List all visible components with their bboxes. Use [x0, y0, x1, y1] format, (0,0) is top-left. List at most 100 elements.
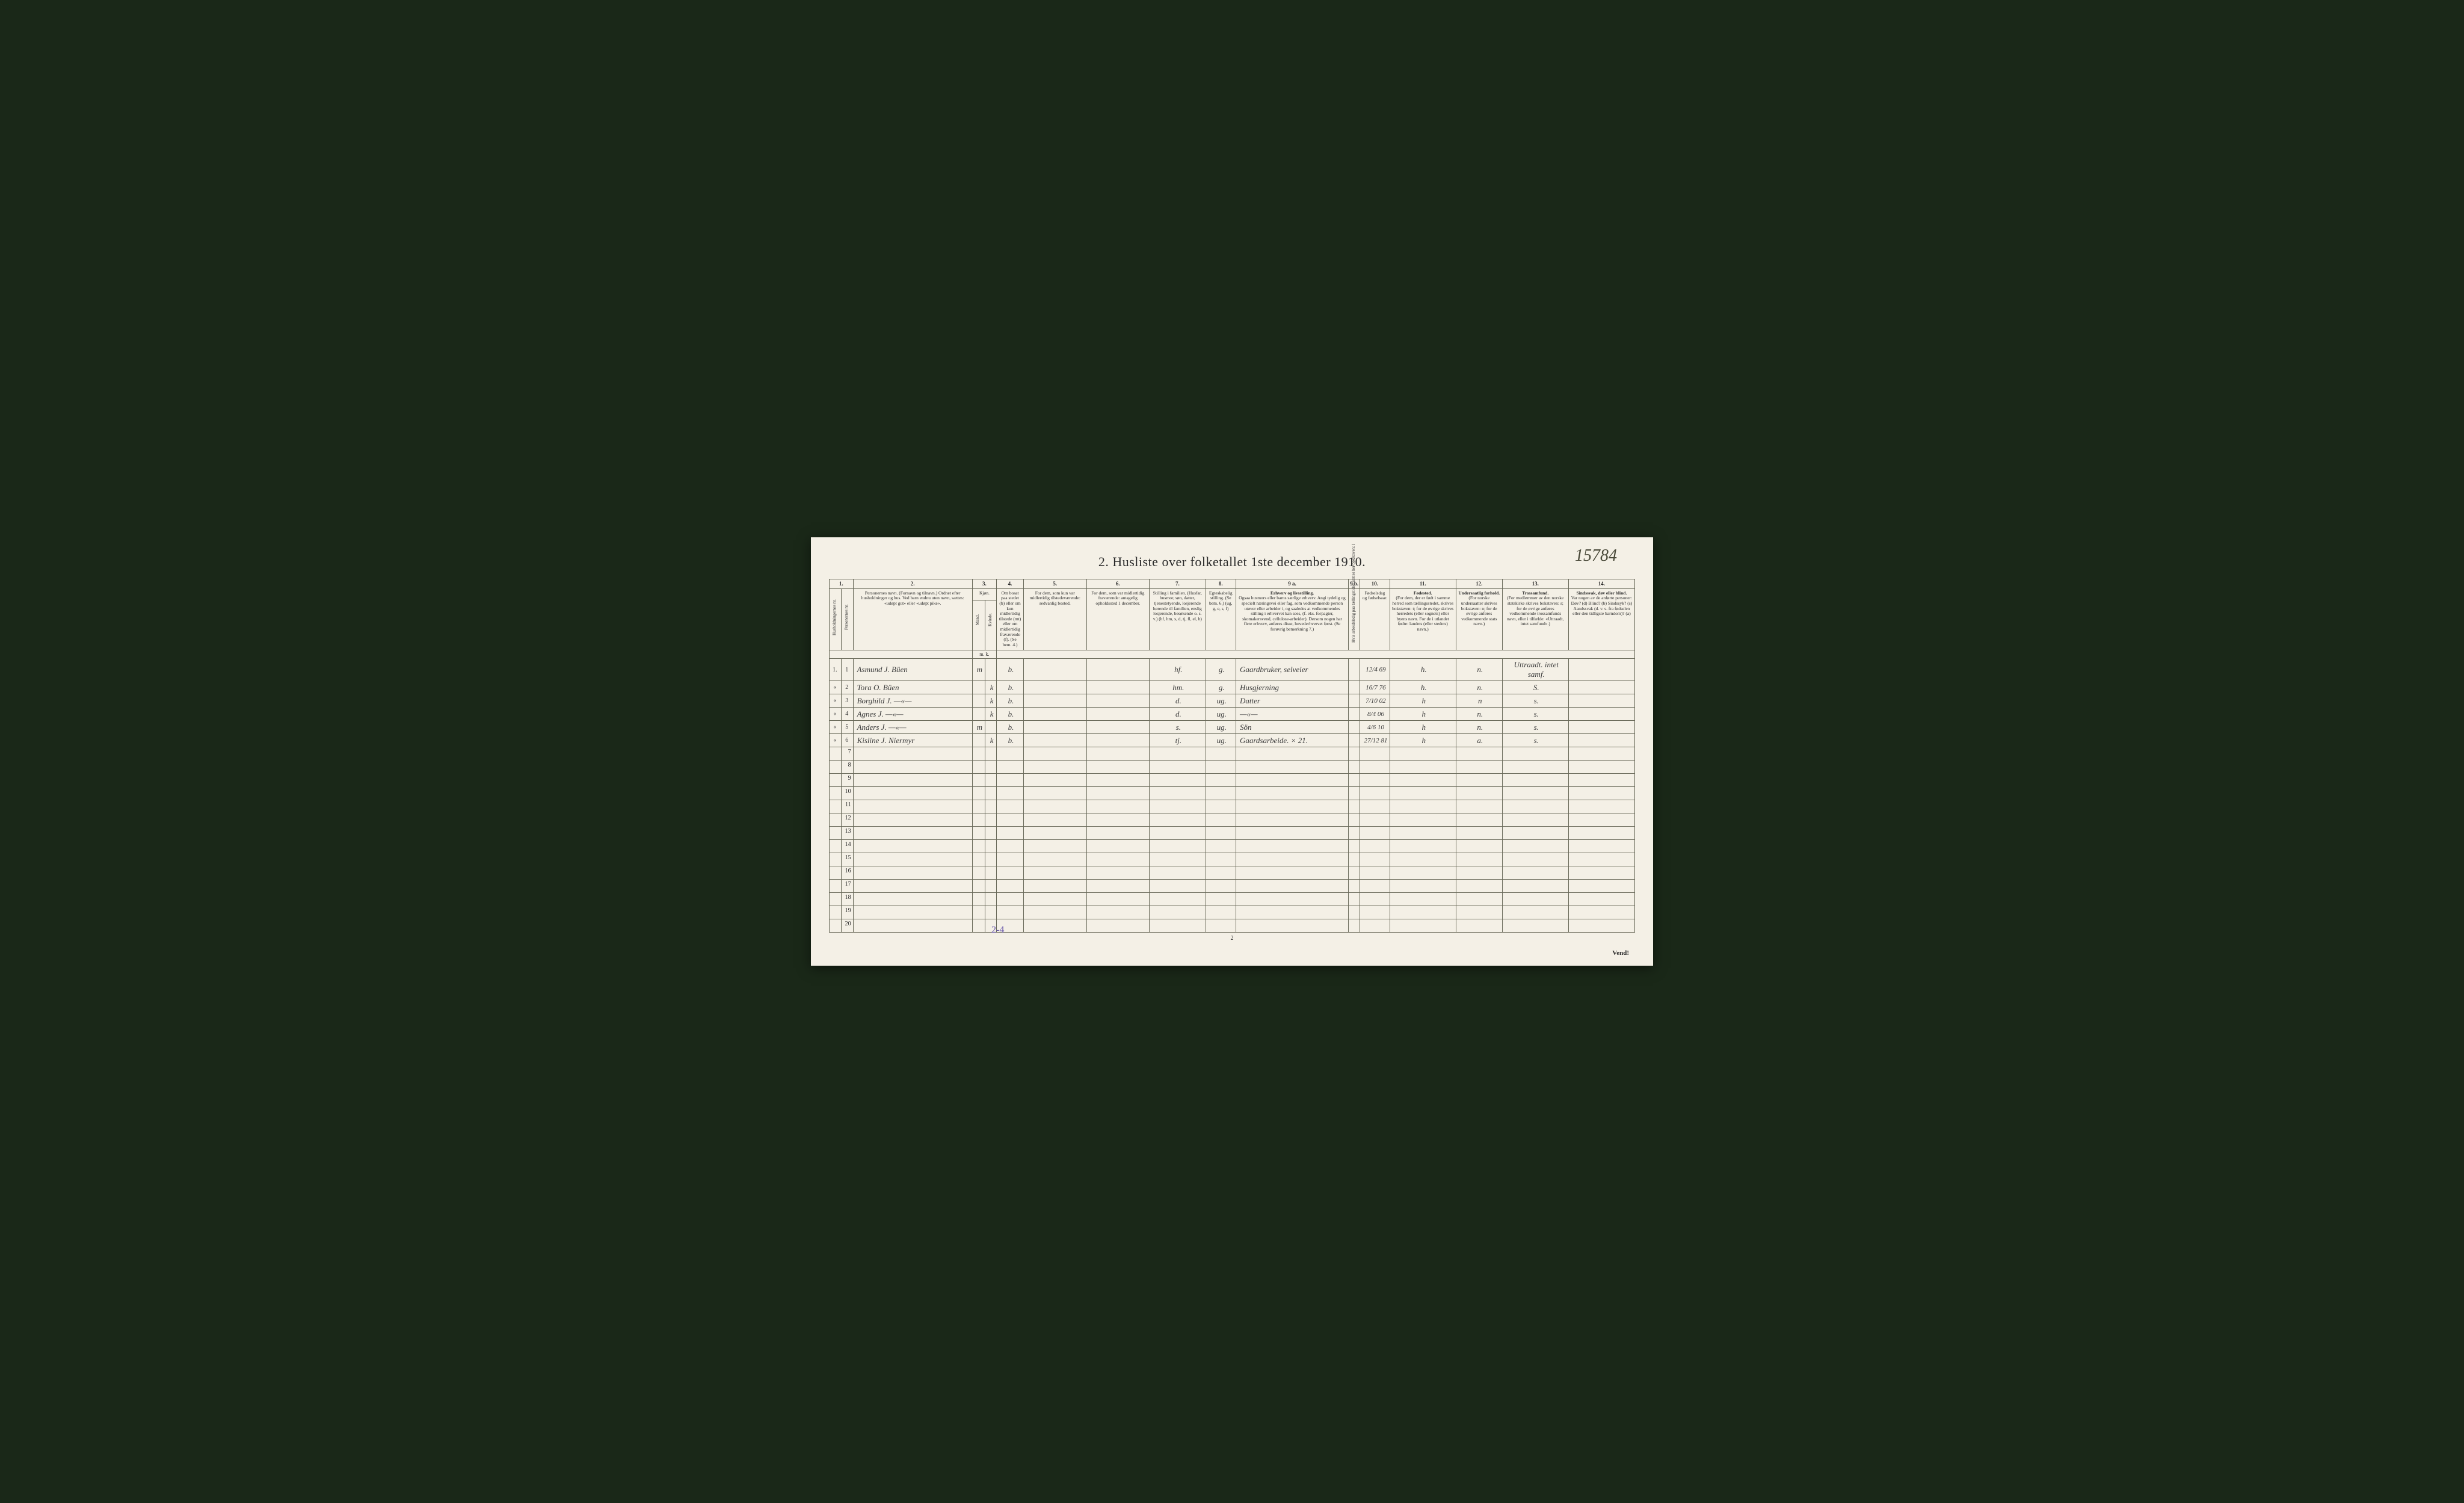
cell-household-nr	[830, 813, 842, 827]
cell-religion: s.	[1502, 734, 1568, 747]
header-temp-absent: For dem, som var midlertidig fraværende:…	[1086, 588, 1150, 650]
table-row: 12	[830, 813, 1635, 827]
colnum-11: 11.	[1390, 579, 1456, 588]
header-unemployed: Hvis arbeidsledig paa tællingstiden sætt…	[1351, 590, 1357, 644]
cell-religion: Uttraadt. intet samf.	[1502, 659, 1568, 681]
cell-person-nr: 17	[841, 880, 853, 893]
header-nationality: Undersaatlig forhold. (For norske unders…	[1456, 588, 1502, 650]
table-row: 16	[830, 866, 1635, 880]
cell-marital: ug.	[1206, 708, 1236, 721]
cell-household-nr	[830, 787, 842, 800]
table-row: 17	[830, 880, 1635, 893]
cell-name: Borghild J. —«—	[853, 694, 972, 708]
cell-family-position: s.	[1150, 721, 1206, 734]
cell-nationality: n	[1456, 694, 1502, 708]
table-row: «3Borghild J. —«—kb.d.ug.Datter7/10 02hn…	[830, 694, 1635, 708]
cell-name: Agnes J. —«—	[853, 708, 972, 721]
cell-person-nr: 20	[841, 919, 853, 933]
cell-person-nr: 15	[841, 853, 853, 866]
cell-birthdate: 12/4 69	[1360, 659, 1390, 681]
cell-household-nr: «	[830, 734, 842, 747]
cell-birthplace: h	[1390, 734, 1456, 747]
cell-sex-k	[985, 659, 997, 681]
cell-unemployed	[1349, 734, 1360, 747]
cell-household-nr	[830, 880, 842, 893]
cell-person-nr: 4	[841, 708, 853, 721]
cell-person-nr: 10	[841, 787, 853, 800]
cell-household-nr	[830, 774, 842, 787]
document-title: 2. Husliste over folketallet 1ste decemb…	[829, 554, 1635, 570]
cell-person-nr: 13	[841, 827, 853, 840]
cell-occupation: Sön	[1236, 721, 1348, 734]
cell-household-nr: «	[830, 708, 842, 721]
header-occupation: Erhverv og livsstilling. Ogsaa husmors e…	[1236, 588, 1348, 650]
cell-household-nr: «	[830, 681, 842, 694]
cell-person-nr: 11	[841, 800, 853, 813]
cell-resident: b.	[997, 681, 1024, 694]
cell-occupation: Datter	[1236, 694, 1348, 708]
cell-family-position: hf.	[1150, 659, 1206, 681]
header-nationality-text: (For norske undersaatter skrives bokstav…	[1458, 596, 1500, 627]
cell-household-nr: «	[830, 721, 842, 734]
cell-marital: ug.	[1206, 734, 1236, 747]
cell-disability	[1568, 708, 1634, 721]
header-occupation-text: Ogsaa husmors eller barns særlige erhver…	[1238, 596, 1346, 632]
cell-name: Asmund J. Büen	[853, 659, 972, 681]
cell-person-nr: 1	[841, 659, 853, 681]
cell-occupation: —«—	[1236, 708, 1348, 721]
cell-family-position: d.	[1150, 708, 1206, 721]
cell-resident: b.	[997, 659, 1024, 681]
cell-unemployed	[1349, 721, 1360, 734]
cell-unemployed	[1349, 659, 1360, 681]
header-birthplace: Fødested. (For dem, der er født i samme …	[1390, 588, 1456, 650]
cell-marital: ug.	[1206, 721, 1236, 734]
colnum-9a: 9 a.	[1236, 579, 1348, 588]
table-row: «2Tora O. Büenkb.hm.g.Husgjerning16/7 76…	[830, 681, 1635, 694]
cell-temp-absent	[1086, 659, 1150, 681]
colnum-12: 12.	[1456, 579, 1502, 588]
colnum-3: 3.	[972, 579, 996, 588]
table-row: 8	[830, 761, 1635, 774]
footer-page-number: 2	[829, 935, 1635, 942]
cell-resident: b.	[997, 734, 1024, 747]
census-document-page: 15784 2. Husliste over folketallet 1ste …	[811, 537, 1653, 966]
cell-family-position: d.	[1150, 694, 1206, 708]
header-male: Mand.	[975, 602, 981, 638]
footer-annotation: 2-4	[991, 925, 1004, 936]
cell-household-nr	[830, 747, 842, 761]
cell-temp-absent	[1086, 734, 1150, 747]
header-person-nr: Personernes nr.	[843, 590, 849, 644]
cell-person-nr: 2	[841, 681, 853, 694]
table-row: 13	[830, 827, 1635, 840]
header-temp-present: For dem, som kun var midlertidig tilsted…	[1023, 588, 1086, 650]
table-row: 18	[830, 893, 1635, 906]
cell-birthdate: 7/10 02	[1360, 694, 1390, 708]
header-birthdate: Fødselsdag og fødselsaar.	[1360, 588, 1390, 650]
header-description-row: Husholdningernes nr. Personernes nr. Per…	[830, 588, 1635, 600]
cell-person-nr: 9	[841, 774, 853, 787]
cell-temp-present	[1023, 721, 1086, 734]
cell-temp-present	[1023, 681, 1086, 694]
census-table: 1. 2. 3. 4. 5. 6. 7. 8. 9 a. 9 b. 10. 11…	[829, 579, 1635, 933]
cell-person-nr: 7	[841, 747, 853, 761]
cell-resident: b.	[997, 708, 1024, 721]
table-row: 15	[830, 853, 1635, 866]
cell-sex-m	[972, 681, 985, 694]
cell-household-nr	[830, 866, 842, 880]
table-row: «4Agnes J. —«—kb.d.ug.—«—8/4 06hn.s.	[830, 708, 1635, 721]
colnum-7: 7.	[1150, 579, 1206, 588]
colnum-4: 4.	[997, 579, 1024, 588]
cell-person-nr: 6	[841, 734, 853, 747]
cell-person-nr: 5	[841, 721, 853, 734]
cell-household-nr: «	[830, 694, 842, 708]
cell-resident: b.	[997, 721, 1024, 734]
cell-nationality: n.	[1456, 659, 1502, 681]
table-body: 1.1Asmund J. Büenmb.hf.g.Gaardbruker, se…	[830, 659, 1635, 933]
cell-disability	[1568, 734, 1634, 747]
header-disability: Sindssvak, døv eller blind. Var nogen av…	[1568, 588, 1634, 650]
cell-nationality: n.	[1456, 681, 1502, 694]
cell-household-nr	[830, 840, 842, 853]
header-name: Personernes navn. (Fornavn og tilnavn.) …	[853, 588, 972, 650]
cell-birthdate: 4/6 10	[1360, 721, 1390, 734]
header-resident: Om bosat paa stedet (b) eller om kun mid…	[997, 588, 1024, 650]
